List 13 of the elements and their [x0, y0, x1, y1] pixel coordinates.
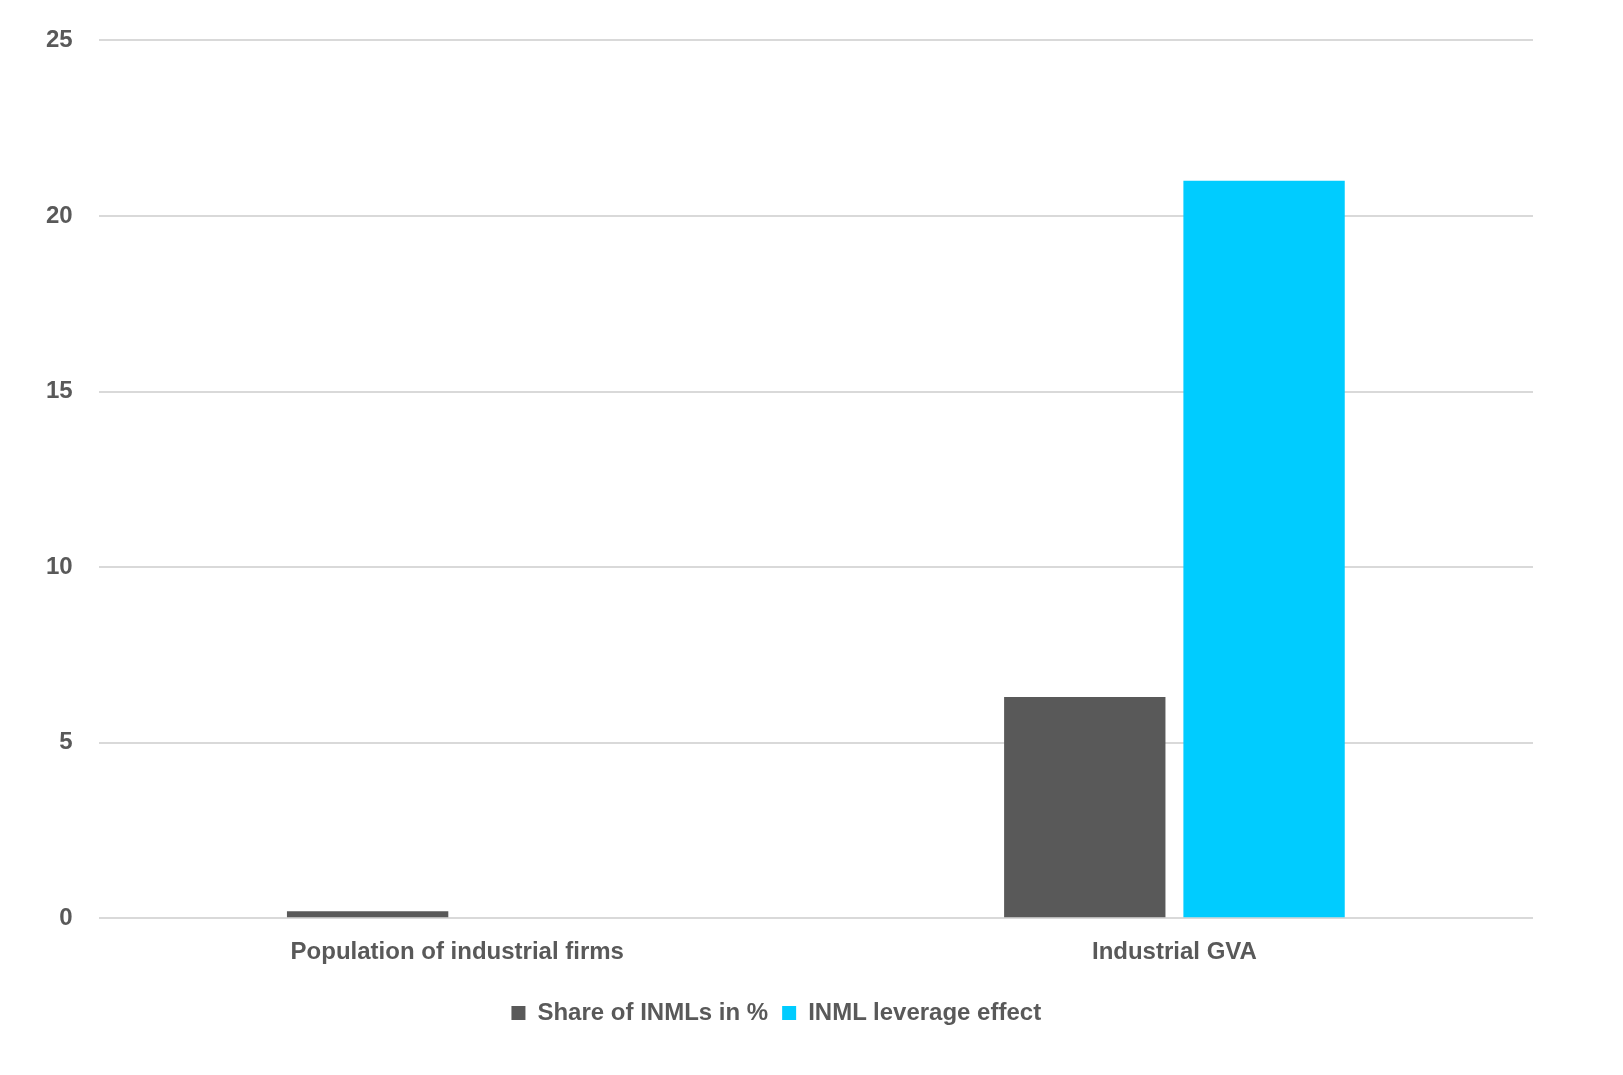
x-tick-label: Population of industrial firms — [290, 937, 624, 965]
legend-label: Share of INMLs in % — [537, 997, 769, 1025]
bar — [1004, 696, 1166, 918]
y-tick-label: 15 — [45, 376, 73, 404]
y-tick-label: 5 — [59, 727, 73, 755]
y-tick-label: 20 — [45, 200, 73, 228]
y-tick-label: 0 — [59, 902, 73, 930]
x-tick-label: Industrial GVA — [1091, 937, 1257, 965]
y-tick-label: 25 — [45, 25, 73, 53]
bar — [286, 911, 449, 918]
bar — [1183, 180, 1345, 918]
legend-label: INML leverage effect — [808, 997, 1042, 1025]
y-tick-label: 10 — [45, 551, 73, 579]
